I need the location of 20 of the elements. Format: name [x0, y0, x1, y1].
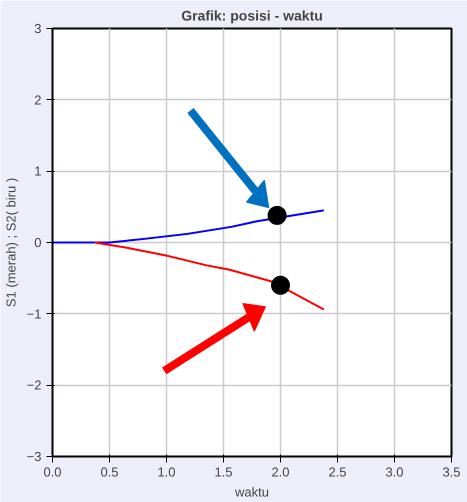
x-tick-label: 1.5	[214, 464, 233, 480]
y-tick-label: −3	[26, 449, 42, 464]
y-tick-label: 1	[34, 164, 42, 179]
x-tick-label: 3.5	[442, 464, 461, 480]
y-tick-label: −1	[26, 306, 42, 322]
x-tick-label: 2.5	[328, 464, 347, 480]
line-series	[52, 209, 325, 244]
y-tick-label: 3	[34, 21, 42, 36]
x-tick-label: 2.0	[271, 464, 290, 480]
y-axis-title: S1 (merah) ; S2( biru )	[4, 178, 19, 308]
x-tick-label: 0.5	[100, 464, 119, 480]
x-tick-label: 0.0	[43, 464, 62, 480]
chart-title: Grafik: posisi - waktu	[181, 8, 323, 24]
y-tick-label: −2	[26, 378, 42, 393]
x-tick-label: 3.0	[385, 464, 404, 480]
y-tick-label: 0	[34, 235, 42, 250]
x-tick-label: 1.0	[157, 464, 176, 480]
x-axis-title: waktu	[234, 484, 269, 500]
y-tick-label: 2	[34, 92, 42, 108]
line-series	[94, 242, 325, 311]
